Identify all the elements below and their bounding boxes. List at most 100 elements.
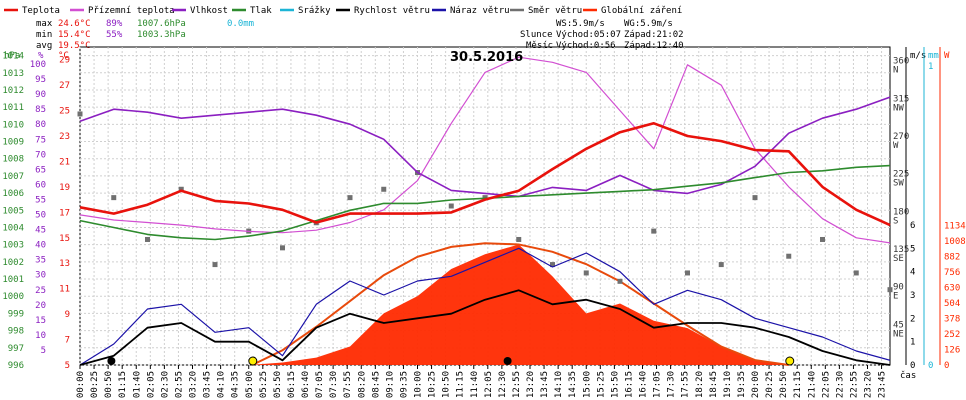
hpa-tick-label: 1014 (2, 52, 24, 62)
temperature-line (79, 122, 891, 227)
time-tick-label: 07:05 (315, 371, 325, 398)
celsius-tick-label: 21 (59, 157, 70, 167)
direction-tick-degrees: 270 (893, 132, 909, 142)
radiation-tick-label: 1008 (944, 237, 966, 247)
time-tick-label: 13:20 (526, 371, 536, 398)
percent-tick-label: 20 (35, 301, 46, 311)
percent-tick-label: 50 (35, 211, 46, 221)
percent-tick-label: 75 (35, 135, 46, 145)
wind-direction-point (448, 203, 454, 209)
time-tick-label: 23:45 (878, 371, 888, 398)
time-tick-label: 12:30 (498, 371, 508, 398)
info-ws: WS:5.9m/s (556, 19, 605, 29)
time-tick-label: 15:00 (582, 371, 592, 398)
direction-tick-degrees: 45 (893, 320, 904, 330)
hpa-tick-label: 999 (8, 309, 24, 319)
sunset-marker (785, 356, 795, 366)
celsius-tick-label: 9 (65, 310, 70, 320)
radiation-tick-label: 1134 (944, 222, 966, 232)
time-tick-label: 02:55 (174, 371, 184, 398)
time-tick-label: 05:50 (273, 371, 283, 398)
time-tick-label: 22:30 (835, 371, 845, 398)
sun-moon-markers (107, 356, 795, 366)
legend-label: Směr větru (528, 6, 582, 16)
wind-direction-point (111, 195, 117, 201)
time-tick-label: 18:20 (695, 371, 705, 398)
time-tick-label: 06:40 (301, 371, 311, 398)
time-tick-label: 04:35 (231, 371, 241, 398)
celsius-tick-label: 19 (59, 183, 70, 193)
wind-tick-label: 3 (910, 291, 915, 301)
direction-tick-name: E (893, 292, 898, 302)
wind-direction-point (820, 236, 825, 242)
legend-label: Srážky (298, 6, 331, 16)
radiation-tick-label: 0 (944, 361, 949, 371)
hpa-tick-label: 996 (8, 361, 24, 371)
time-tick-label: 07:55 (343, 371, 353, 398)
percent-tick-label: 5 (41, 346, 46, 356)
wind-speed-line (79, 289, 891, 366)
wind-direction-point (178, 186, 184, 192)
stats-min-hum: 55% (106, 30, 123, 40)
wind-tick-label: 0 (910, 361, 915, 371)
time-tick-label: 23:20 (864, 371, 874, 398)
time-tick-label: 17:05 (653, 371, 663, 398)
hpa-tick-label: 1004 (2, 223, 24, 233)
direction-tick-name: N (893, 66, 898, 76)
radiation-tick-label: 504 (944, 299, 960, 309)
time-tick-label: 18:45 (709, 371, 719, 398)
chart-title: 30.5.2016 (450, 50, 523, 65)
percent-tick-label: 80 (35, 120, 46, 130)
percent-tick-label: 60 (35, 180, 46, 190)
percent-tick-label: 30 (35, 271, 46, 281)
stats-max-rain: 0.0mm (227, 19, 254, 29)
direction-tick-name: NE (893, 329, 904, 339)
info-moonrise: Východ:0:56 (556, 41, 616, 51)
percent-tick-label: 45 (35, 226, 46, 236)
hpa-tick-label: 1011 (2, 103, 24, 113)
wind-direction-point (347, 195, 353, 201)
moonset-marker (503, 357, 512, 365)
time-tick-label: 12:05 (484, 371, 494, 398)
info-moonset: Západ:12:40 (624, 41, 684, 51)
hpa-tick-label: 1000 (2, 292, 24, 302)
time-tick-label: 17:30 (667, 371, 677, 398)
hpa-tick-label: 1009 (2, 138, 24, 148)
time-tick-label: 21:15 (793, 371, 803, 398)
time-tick-label: 14:35 (568, 371, 578, 398)
rain-tick-label: 1 (928, 62, 933, 72)
hpa-tick-label: 1005 (2, 206, 24, 216)
percent-tick-label: 90 (35, 90, 46, 100)
hpa-tick-label: 1002 (2, 258, 24, 268)
hpa-tick-label: 1007 (2, 172, 24, 182)
celsius-tick-label: 27 (59, 81, 70, 91)
celsius-tick-label: 17 (59, 208, 70, 218)
time-tick-label: 16:40 (639, 371, 649, 398)
hpa-tick-label: 1008 (2, 155, 24, 165)
time-tick-label: 15:50 (610, 371, 620, 398)
direction-tick-name: NW (893, 103, 904, 113)
direction-tick-degrees: 135 (893, 245, 909, 255)
time-tick-label: 10:50 (442, 371, 452, 398)
stats-min-temp: 15.4°C (58, 30, 91, 40)
wind-axis-unit: m/s (910, 51, 926, 61)
direction-tick-name: SE (893, 254, 904, 264)
wind-direction-point (77, 111, 83, 117)
percent-tick-label: 15 (35, 316, 46, 326)
info-sunset: Západ:21:02 (624, 30, 684, 40)
sunrise-marker (248, 356, 258, 366)
direction-tick-degrees: 90 (893, 283, 904, 293)
wind-direction-point (617, 278, 623, 284)
radiation-axis-unit: W (944, 51, 950, 61)
time-tick-label: 01:15 (118, 371, 128, 398)
wind-direction-point (381, 186, 387, 192)
time-tick-label: 02:05 (146, 371, 156, 398)
time-tick-label: 03:45 (203, 371, 213, 398)
hpa-tick-label: 1003 (2, 241, 24, 251)
celsius-tick-label: 11 (59, 285, 70, 295)
time-tick-label: 22:05 (821, 371, 831, 398)
stats-max-label: max (36, 19, 53, 29)
radiation-tick-label: 756 (944, 268, 960, 278)
celsius-tick-label: 25 (59, 107, 70, 117)
time-tick-label: 05:00 (245, 371, 255, 398)
